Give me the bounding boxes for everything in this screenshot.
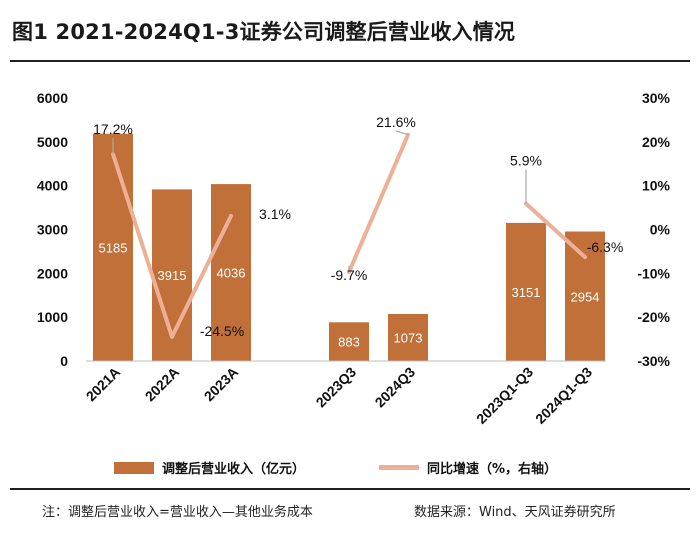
bar <box>506 222 546 361</box>
growth-value-label: -6.3% <box>587 239 624 255</box>
x-category-label: 2021A <box>83 364 123 404</box>
growth-value-label: 21.6% <box>376 114 416 130</box>
x-category-label: 2023A <box>201 364 241 404</box>
bar <box>93 133 133 361</box>
x-category-label: 2023Q1-Q3 <box>473 364 536 427</box>
bar-value-label: 1073 <box>394 330 423 345</box>
chart-canvas: 0 1000 2000 3000 4000 5000 6000 -30% -20% -10% 0% 1… <box>37 90 671 427</box>
bar <box>329 322 369 361</box>
growth-value-label: 17.2% <box>93 121 133 137</box>
footer-divider <box>10 488 690 490</box>
bar <box>388 313 428 361</box>
y-left-tick-label: 5000 <box>37 134 68 150</box>
y-right-tick-label: 0% <box>650 222 671 238</box>
y-right-tick-label: -30% <box>637 353 670 369</box>
growth-value-label: 5.9% <box>510 153 542 169</box>
y-left-tick-label: 6000 <box>37 90 68 106</box>
legend-line-item: 同比增速（%，右轴） <box>379 458 557 477</box>
y-right-tick-label: 20% <box>642 134 671 150</box>
bar-value-label: 3915 <box>158 268 187 283</box>
x-category-label: 2024Q1-Q3 <box>532 364 595 427</box>
bar-value-label: 5185 <box>99 240 128 255</box>
bar <box>211 184 251 361</box>
growth-line-segment <box>524 201 587 260</box>
growth-value-label: 3.1% <box>259 206 291 222</box>
growth-value-label: -9.7% <box>331 267 368 283</box>
y-right-tick-label: -20% <box>637 309 670 325</box>
chart-title: 图1 2021-2024Q1-3证券公司调整后营业收入情况 <box>12 20 516 44</box>
legend-bar-item: 调整后营业收入（亿元） <box>114 458 305 477</box>
label-leader-line <box>395 130 409 136</box>
growth-value-label: -24.5% <box>200 323 244 339</box>
x-category-label: 2022A <box>142 364 182 404</box>
y-left-tick-label: 3000 <box>37 222 68 238</box>
bar-value-label: 2954 <box>571 289 600 304</box>
growth-line-segment <box>347 132 410 275</box>
y-left-tick-label: 1000 <box>37 309 68 325</box>
x-category-label: 2023Q3 <box>313 364 360 411</box>
y-left-tick-label: 2000 <box>37 265 68 281</box>
footnote-note: 注：调整后营业收入=营业收入—其他业务成本 <box>42 505 313 520</box>
y-right-tick-label: -10% <box>637 265 670 281</box>
bar-value-label: 4036 <box>217 266 246 281</box>
chart-legend: 调整后营业收入（亿元） 同比增速（%，右轴） <box>0 458 700 482</box>
x-category-label: 2024Q3 <box>372 364 419 411</box>
bar-value-label: 3151 <box>512 285 541 300</box>
bar <box>565 231 605 361</box>
y-left-tick-label: 4000 <box>37 178 68 194</box>
title-divider <box>10 60 690 62</box>
footnote-source: 数据来源：Wind、天风证券研究所 <box>414 505 616 520</box>
legend-line-label: 同比增速（%，右轴） <box>427 462 558 477</box>
y-right-tick-label: 10% <box>642 178 671 194</box>
legend-line-swatch <box>379 465 419 470</box>
y-right-tick-label: 30% <box>642 90 671 106</box>
legend-bar-swatch <box>114 461 154 474</box>
bar-value-label: 883 <box>338 335 360 350</box>
y-left-tick-label: 0 <box>60 353 68 369</box>
legend-bar-label: 调整后营业收入（亿元） <box>162 462 306 477</box>
growth-line-segment <box>111 152 233 339</box>
